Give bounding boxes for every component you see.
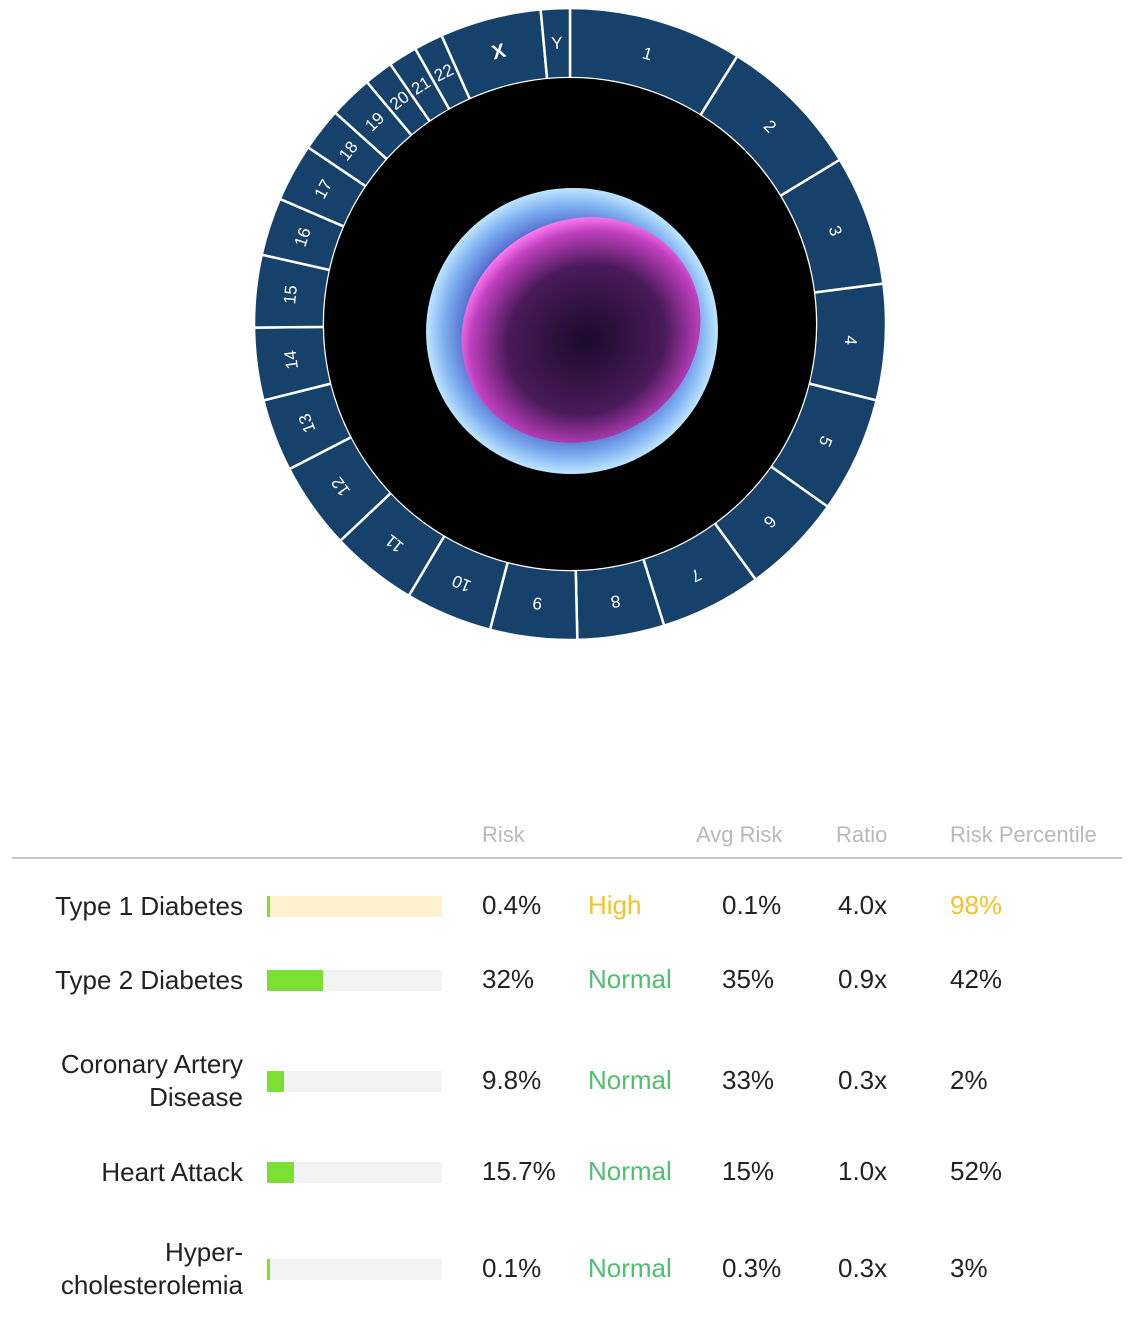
risk-value: 15.7% (482, 1156, 556, 1186)
risk-status: Normal (588, 1065, 672, 1095)
risk-value: 0.4% (482, 890, 542, 920)
risk-value: 0.1% (482, 1253, 542, 1283)
table-row[interactable]: Coronary Artery Disease 9.8% Normal 33% 0.3x 2… (0, 1042, 1131, 1120)
table-row[interactable]: Hyper-cholesterolemia 0.1% Normal 0.3% 0.3x 3… (0, 1230, 1131, 1308)
risk-bar-fill (267, 1071, 285, 1092)
risk-percentile-value: 98% (950, 890, 1003, 920)
cell-illustration-icon (426, 187, 718, 475)
risk-bar-fill (267, 896, 270, 917)
header-avg-risk: Avg Risk (696, 822, 783, 847)
table-row[interactable]: Type 1 Diabetes 0.4% High 0.1% 4.0x 98% (0, 880, 1131, 932)
risk-percentile-value: 42% (950, 964, 1003, 994)
risk-bar-track (267, 1162, 442, 1183)
chromosome-label-y: Y (551, 34, 563, 54)
condition-name: Type 1 Diabetes (55, 890, 243, 923)
avg-risk-value: 0.1% (722, 890, 782, 920)
risk-value: 32% (482, 964, 535, 994)
risk-bar-track (267, 970, 442, 991)
risk-bar-track (267, 1259, 442, 1280)
chromosome-label-x: X (490, 40, 509, 65)
avg-risk-value: 0.3% (722, 1253, 782, 1283)
risk-status: High (588, 890, 642, 920)
condition-name-line: Hyper- (164, 1237, 243, 1267)
condition-name-line: Coronary Artery (60, 1049, 243, 1079)
ratio-value: 1.0x (838, 1156, 888, 1186)
table-header: Risk Avg Risk Ratio Risk Percentile (0, 818, 1131, 850)
risk-percentile-value: 3% (950, 1253, 988, 1283)
header-risk-percentile: Risk Percentile (950, 822, 1097, 847)
risk-percentile-value: 2% (950, 1065, 988, 1095)
chromosome-label-14: 14 (281, 349, 302, 370)
risk-status: Normal (588, 1253, 672, 1283)
condition-name: Hyper-cholesterolemia (61, 1236, 243, 1302)
risk-status: Normal (588, 964, 672, 994)
header-risk: Risk (482, 822, 525, 847)
chromosome-label-9: 9 (532, 593, 544, 613)
chromosome-label-15: 15 (280, 284, 301, 305)
avg-risk-value: 35% (722, 964, 775, 994)
avg-risk-value: 15% (722, 1156, 775, 1186)
condition-name-line: Type 1 Diabetes (55, 890, 243, 921)
ratio-value: 0.3x (838, 1253, 888, 1283)
chromosome-label-16: 16 (291, 225, 315, 249)
chromosome-label-4: 4 (841, 335, 861, 346)
condition-name: Coronary Artery Disease (61, 1048, 243, 1114)
condition-name-line: Heart Attack (101, 1156, 243, 1187)
chromosome-ring: 1 2 3 4 5 6 7 8 9 10 11 12 13 14 15 16 17 18 19 20 21 22 X Y (254, 8, 894, 648)
table-row[interactable]: Type 2 Diabetes 32% Normal 35% 0.9x 42% (0, 954, 1131, 1006)
ratio-value: 4.0x (838, 890, 888, 920)
header-divider (12, 857, 1122, 859)
ratio-value: 0.3x (838, 1065, 888, 1095)
ratio-value: 0.9x (838, 964, 888, 994)
avg-risk-value: 33% (722, 1065, 775, 1095)
condition-name-line: Type 2 Diabetes (55, 964, 243, 995)
risk-bar-track (267, 896, 442, 917)
risk-status: Normal (588, 1156, 672, 1186)
condition-name-line: Disease (149, 1082, 243, 1112)
risk-bar-track (267, 1071, 442, 1092)
condition-name: Type 2 Diabetes (55, 964, 243, 997)
risk-bar-fill (267, 970, 323, 991)
condition-name-line: cholesterolemia (60, 1270, 243, 1300)
risk-bar-fill (267, 1162, 295, 1183)
risk-bar-fill (267, 1259, 270, 1280)
table-row[interactable]: Heart Attack 15.7% Normal 15% 1.0x 52% (0, 1146, 1131, 1198)
condition-name: Heart Attack (101, 1156, 243, 1189)
risk-percentile-value: 52% (950, 1156, 1003, 1186)
chromosome-label-8: 8 (609, 591, 621, 611)
risk-value: 9.8% (482, 1065, 542, 1095)
header-ratio: Ratio (836, 822, 888, 847)
